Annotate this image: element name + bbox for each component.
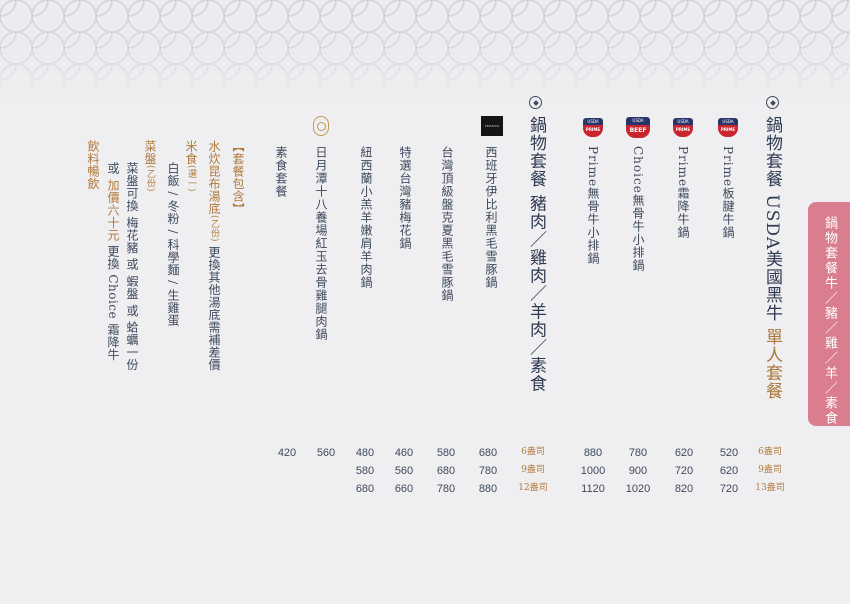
price-cell: 560	[316, 447, 336, 459]
broth-line: 水炊昆布湯底(乙份) 更換其他湯底需補差價	[207, 140, 221, 371]
price-cell: 900	[628, 465, 648, 477]
section-heading-usda: 鍋物套餐 USDA美國黑牛單人套餐	[762, 116, 782, 400]
price-cell: 780	[478, 465, 498, 477]
price-cell: 620	[719, 465, 739, 477]
price-cell: 680	[355, 483, 375, 495]
price-cell: 880	[583, 447, 603, 459]
price-cell: 460	[394, 447, 414, 459]
price-cell: 480	[355, 447, 375, 459]
size-label: 9盎司	[521, 465, 545, 475]
usda-prime-badge-icon: USDA PRIME	[673, 118, 693, 137]
section-heading-usda-text: 鍋物套餐 USDA美國黑牛	[762, 116, 782, 323]
section-heading-usda-accent: 單人套餐	[762, 328, 782, 401]
section-heading-other: 鍋物套餐 豬肉／雞肉／羊肉／素食	[526, 116, 546, 393]
menu-item-name: Prime板腱牛鍋	[721, 146, 735, 240]
menu-item-name: 西班牙伊比利黑毛雪豚鍋	[484, 146, 498, 289]
price-cell: 780	[436, 483, 456, 495]
veg-sub: (乙份)	[145, 165, 155, 193]
price-cell: 780	[628, 447, 648, 459]
price-cell: 520	[719, 447, 739, 459]
rice-label-line: 米食(選一)	[184, 140, 198, 192]
size-label: 6盎司	[758, 447, 782, 457]
usda-choice-beef-badge-icon: USDA CHOICEBEEF	[626, 117, 650, 139]
menu-item-name: 素食套餐	[274, 146, 288, 198]
menu-item-name: Prime霜降牛鍋	[676, 146, 690, 240]
upgrade-price: 加價六十元	[106, 178, 120, 242]
veg-label-line: 菜盤(乙份)	[143, 140, 157, 192]
menu-item-name: 紐西蘭小羔羊嫩肩羊肉鍋	[359, 146, 373, 289]
header-pattern-fade	[0, 0, 850, 100]
price-cell: 620	[674, 447, 694, 459]
set-includes-title: 【套餐包含】	[231, 140, 245, 215]
price-cell: 660	[394, 483, 414, 495]
price-cell: 1000	[580, 465, 606, 477]
size-label: 12盎司	[518, 483, 548, 493]
size-label: 6盎司	[521, 447, 545, 457]
size-label: 13盎司	[755, 483, 785, 493]
menu-item-name: Prime無骨牛小排鍋	[586, 146, 600, 266]
menu-item-name: 特選台灣豬梅花鍋	[398, 146, 412, 250]
price-cell: 880	[478, 483, 498, 495]
price-cell: 1020	[625, 483, 651, 495]
broth-label: 水炊昆布湯底	[207, 140, 221, 215]
rice-options: 白飯 / 冬粉 / 科學麵 / 生雞蛋	[166, 162, 180, 327]
price-cell: 580	[355, 465, 375, 477]
broth-sub: (乙份)	[209, 215, 219, 243]
price-cell: 560	[394, 465, 414, 477]
menu-item-name: 日月潭十八養場紅玉去骨雞腿肉鍋	[314, 146, 328, 341]
usda-prime-badge-icon: USDA PRIME	[718, 118, 738, 137]
veg-note: 菜盤可換 梅花豬 或 蝦盤 或 蛤蠣一份	[125, 162, 139, 372]
upgrade-prefix: 或	[106, 162, 120, 175]
price-cell: 720	[674, 465, 694, 477]
broth-note: 更換其他湯底需補差價	[207, 246, 221, 372]
price-cell: 580	[436, 447, 456, 459]
section-ornament-icon	[529, 96, 542, 109]
price-cell: 420	[277, 447, 297, 459]
price-cell: 720	[719, 483, 739, 495]
menu-item-name: 台灣頂級盤克夏黑毛雪豚鍋	[440, 146, 454, 302]
section-ornament-icon	[766, 96, 779, 109]
rice-label: 米食	[184, 140, 198, 165]
upgrade-line: 或加價六十元更換 Choice 霜降牛	[106, 162, 120, 361]
price-cell: 680	[478, 447, 498, 459]
size-label: 9盎司	[758, 465, 782, 475]
veg-label: 菜盤	[143, 140, 157, 165]
price-cell: 680	[436, 465, 456, 477]
price-cell: 1120	[581, 483, 605, 495]
fermin-logo: FERMIN	[481, 116, 503, 136]
rice-sub: (選一)	[186, 165, 196, 193]
category-tab-label: 鍋物套餐牛／豬／雞／羊／素食	[822, 216, 837, 426]
category-tab[interactable]: 鍋物套餐牛／豬／雞／羊／素食	[808, 202, 850, 426]
menu-item-name: Choice無骨牛小排鍋	[631, 146, 645, 272]
price-cell: 820	[674, 483, 694, 495]
ornament-cup-icon	[313, 116, 329, 136]
drinks-label: 飲料暢飲	[86, 140, 100, 190]
usda-prime-badge-icon: USDA PRIME	[583, 118, 603, 137]
upgrade-suffix: 更換 Choice 霜降牛	[106, 245, 120, 361]
